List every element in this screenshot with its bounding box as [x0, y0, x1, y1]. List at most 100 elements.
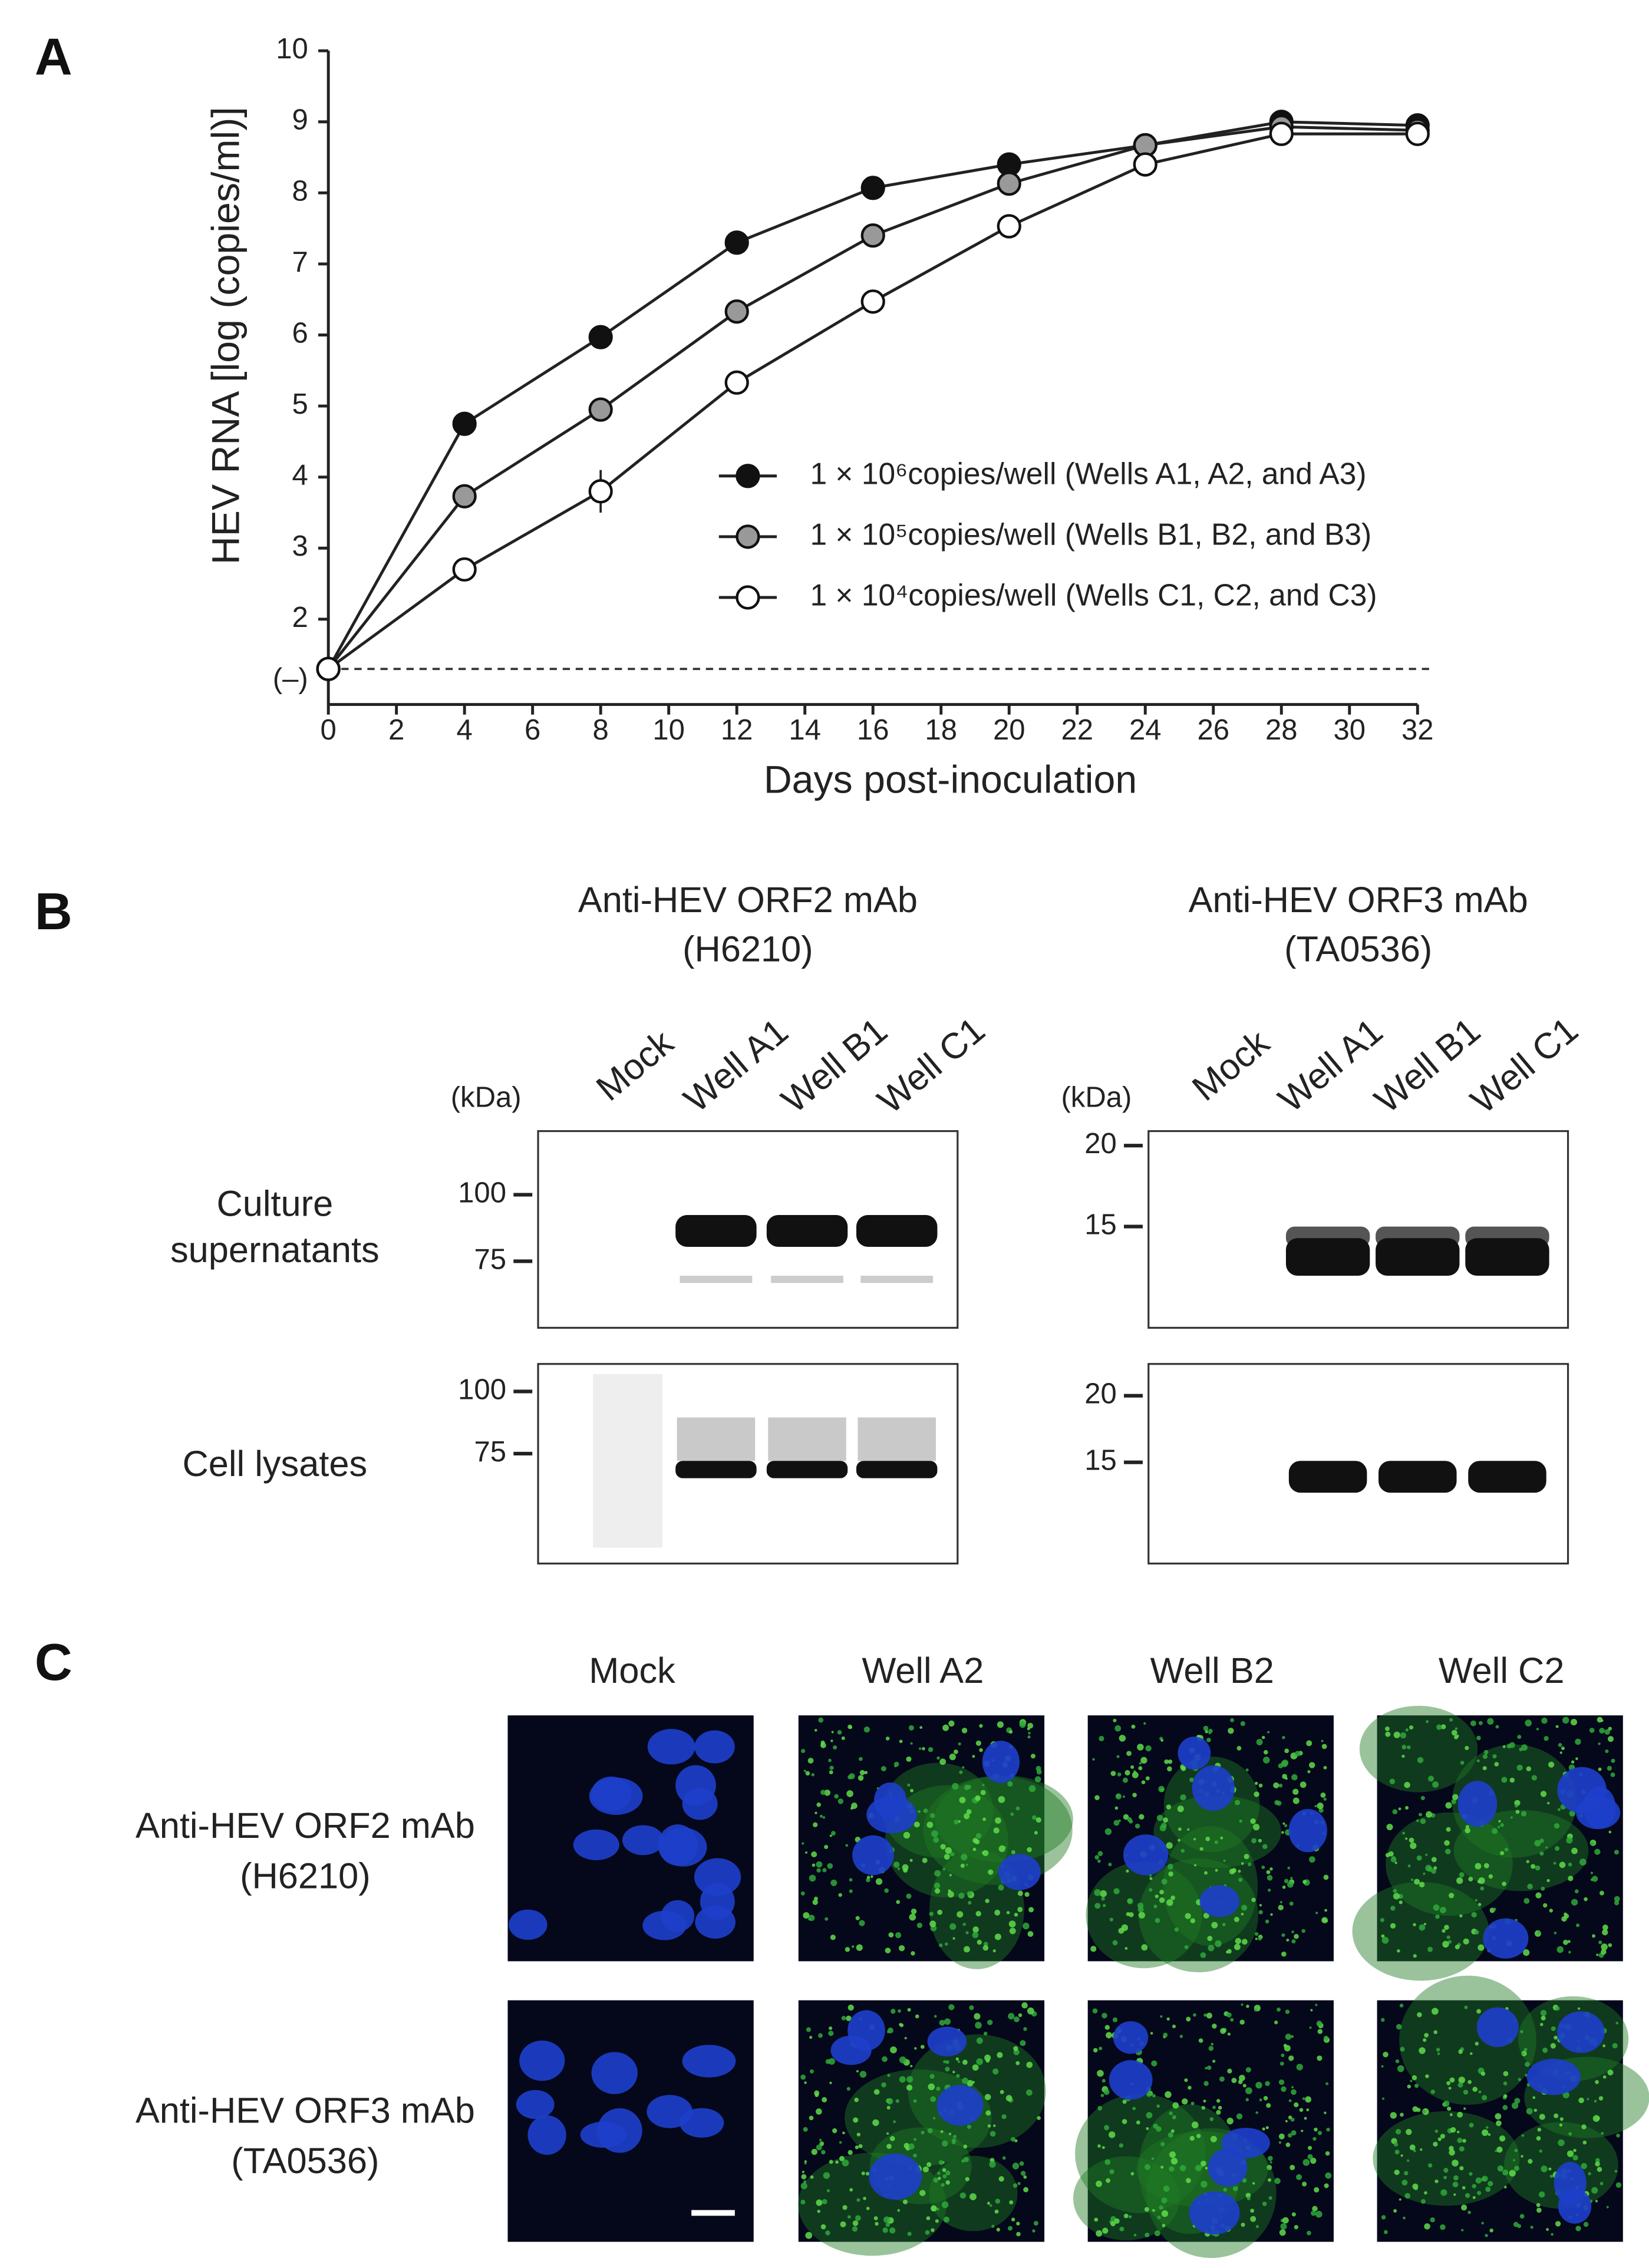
green-signal	[1254, 2008, 1257, 2012]
y-tick-label: 3	[292, 530, 308, 562]
green-signal	[1290, 1877, 1293, 1880]
green-signal	[1607, 1736, 1614, 1742]
green-signal	[1241, 1939, 1248, 1945]
green-signal	[826, 2189, 830, 2193]
green-signal	[972, 1926, 979, 1933]
green-signal	[1017, 1907, 1023, 1913]
green-signal	[941, 2201, 949, 2208]
green-signal	[1146, 2112, 1153, 2119]
green-signal	[849, 1726, 853, 1729]
green-signal	[891, 2009, 896, 2014]
green-signal	[1166, 2017, 1170, 2021]
green-signal	[959, 2192, 967, 2199]
green-signal	[1184, 1945, 1189, 1949]
legend-label: 1 × 10⁴copies/well (Wells C1, C2, and C3…	[810, 578, 1377, 612]
green-signal	[980, 1790, 986, 1795]
green-signal	[1604, 1729, 1610, 1735]
green-signal	[1499, 2135, 1506, 2142]
green-signal	[1250, 1818, 1256, 1824]
green-signal	[1575, 2226, 1581, 2231]
green-signal	[899, 2056, 906, 2064]
green-signal	[1109, 2131, 1116, 2138]
green-signal	[1267, 2167, 1271, 2170]
green-signal	[1307, 2230, 1311, 2236]
green-signal	[1594, 2099, 1597, 2103]
green-signal	[1258, 1937, 1262, 1941]
green-signal	[829, 2160, 833, 2164]
green-signal	[926, 1821, 934, 1828]
green-signal	[1097, 2106, 1103, 2111]
green-signal	[1268, 1889, 1271, 1892]
green-signal	[1286, 1938, 1289, 1942]
green-signal	[939, 1758, 946, 1765]
green-signal	[1129, 1912, 1134, 1917]
green-signal	[1453, 2175, 1459, 2181]
green-signal	[972, 2081, 975, 2084]
green-signal	[1174, 1927, 1179, 1932]
green-signal	[1241, 1904, 1248, 1911]
green-signal	[1404, 1781, 1410, 1788]
x-tick-label: 32	[1401, 714, 1434, 746]
green-signal	[1467, 2080, 1472, 2084]
green-signal	[1420, 1795, 1425, 1801]
x-tick-label: 16	[857, 714, 889, 746]
green-signal	[1509, 2170, 1516, 2177]
green-signal	[1404, 2193, 1411, 2199]
band	[766, 1214, 848, 1247]
green-signal	[887, 2074, 891, 2077]
green-signal	[1145, 1745, 1152, 1752]
green-signal	[809, 2115, 814, 2121]
green-signal	[965, 1931, 969, 1934]
green-signal	[1489, 2228, 1493, 2233]
green-signal	[1208, 1731, 1211, 1735]
green-signal	[1482, 1754, 1488, 1759]
green-signal	[1222, 1923, 1226, 1927]
green-signal	[1542, 2047, 1548, 2054]
green-signal	[1292, 1788, 1299, 1795]
green-signal	[949, 1754, 956, 1761]
x-tick-label: 12	[721, 714, 753, 746]
green-signal	[1496, 2120, 1502, 2127]
nucleus	[694, 1858, 741, 1896]
row-label: Anti-HEV ORF2 mAb	[136, 1805, 475, 1846]
green-signal	[1212, 2105, 1216, 2109]
marker-label: 75	[474, 1436, 506, 1468]
green-signal	[1166, 1842, 1173, 1849]
green-signal	[1266, 2103, 1271, 2108]
green-signal	[1145, 2232, 1150, 2237]
green-signal	[1140, 1757, 1147, 1764]
green-signal	[816, 1861, 823, 1868]
green-signal	[1180, 1848, 1185, 1853]
green-signal	[1282, 1735, 1285, 1739]
green-signal	[1500, 1851, 1505, 1856]
green-signal	[1576, 1923, 1580, 1927]
green-signal	[1230, 2018, 1234, 2022]
green-signal	[928, 1747, 934, 1752]
green-signal	[1288, 2055, 1294, 2061]
green-signal	[908, 2143, 915, 2150]
green-signal	[1144, 2207, 1149, 2212]
green-signal	[964, 1813, 970, 1820]
green-signal	[1541, 2015, 1546, 2021]
green-signal	[1321, 1739, 1324, 1742]
green-signal	[1245, 2087, 1252, 2095]
green-signal	[1519, 2214, 1525, 2219]
green-signal	[859, 2071, 867, 2078]
green-signal	[1487, 1718, 1494, 1725]
legend-label: 1 × 10⁵copies/well (Wells B1, B2, and B3…	[810, 517, 1371, 551]
green-signal	[1216, 2099, 1221, 2103]
green-signal	[1195, 2164, 1202, 2171]
green-signal	[880, 1766, 886, 1772]
nucleus	[1208, 2148, 1248, 2187]
green-signal	[1291, 1774, 1298, 1781]
green-signal	[1607, 1765, 1612, 1771]
green-signal	[1023, 2027, 1027, 2031]
nucleus	[1483, 1918, 1529, 1959]
green-signal	[1584, 1897, 1588, 1901]
green-signal	[982, 1850, 989, 1856]
green-signal	[1469, 2052, 1473, 2055]
green-signal	[1602, 2075, 1607, 2079]
y-tick-label: 8	[292, 175, 308, 207]
green-signal	[1443, 2168, 1449, 2173]
micrograph	[1352, 1705, 1623, 1981]
